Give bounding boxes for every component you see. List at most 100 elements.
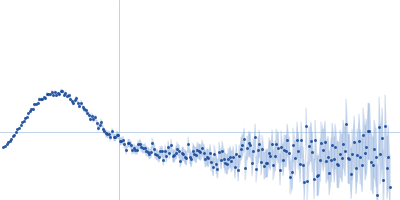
Point xyxy=(75,101,81,105)
Point xyxy=(298,139,304,142)
Point xyxy=(110,136,117,139)
Point xyxy=(282,149,289,153)
Point xyxy=(331,158,337,161)
Point xyxy=(44,92,50,95)
Point xyxy=(228,160,235,163)
Point xyxy=(162,150,168,153)
Point xyxy=(36,97,42,100)
Point xyxy=(290,144,297,147)
Point xyxy=(321,140,328,144)
Point xyxy=(151,147,157,150)
Point xyxy=(197,151,204,154)
Point xyxy=(188,158,194,161)
Point xyxy=(351,140,357,143)
Point xyxy=(137,142,143,145)
Point xyxy=(126,141,132,144)
Point xyxy=(247,144,253,147)
Point xyxy=(306,144,312,147)
Point xyxy=(222,162,228,165)
Point xyxy=(253,167,260,171)
Point xyxy=(335,163,342,166)
Point xyxy=(120,139,126,142)
Point xyxy=(86,113,92,116)
Point xyxy=(250,149,256,152)
Point xyxy=(121,142,128,145)
Point xyxy=(360,134,366,137)
Point xyxy=(324,156,331,159)
Point xyxy=(144,150,151,153)
Point xyxy=(349,153,356,156)
Point xyxy=(17,124,24,127)
Point xyxy=(371,147,377,150)
Point xyxy=(95,126,101,129)
Point xyxy=(11,133,18,137)
Point xyxy=(385,155,391,159)
Point xyxy=(39,98,46,101)
Point xyxy=(76,104,83,108)
Point xyxy=(168,144,174,147)
Point xyxy=(280,159,286,162)
Point xyxy=(379,137,385,140)
Point xyxy=(135,143,142,146)
Point xyxy=(238,147,244,150)
Point xyxy=(248,162,255,165)
Point xyxy=(372,156,379,159)
Point xyxy=(163,155,170,158)
Point xyxy=(129,148,135,152)
Point xyxy=(300,164,306,167)
Point xyxy=(180,153,186,156)
Point xyxy=(326,171,332,174)
Point xyxy=(171,154,177,157)
Point xyxy=(219,149,225,152)
Point xyxy=(296,163,303,166)
Point xyxy=(214,167,221,170)
Point xyxy=(192,153,199,157)
Point xyxy=(103,132,109,135)
Point xyxy=(64,94,70,97)
Point xyxy=(196,150,202,153)
Point xyxy=(190,149,196,152)
Point xyxy=(304,179,311,183)
Point xyxy=(303,125,309,128)
Point xyxy=(259,147,266,150)
Point xyxy=(281,148,287,152)
Point xyxy=(307,140,314,143)
Point xyxy=(158,150,165,153)
Point xyxy=(191,152,198,155)
Point xyxy=(245,142,252,145)
Point xyxy=(343,122,350,125)
Point xyxy=(310,177,317,180)
Point xyxy=(293,138,300,141)
Point xyxy=(204,155,210,159)
Point xyxy=(45,93,52,96)
Point xyxy=(286,152,292,155)
Point xyxy=(256,142,262,145)
Point xyxy=(40,96,47,99)
Point xyxy=(130,146,137,150)
Point xyxy=(65,94,72,97)
Point xyxy=(101,130,108,133)
Point xyxy=(230,155,236,158)
Point xyxy=(199,147,205,150)
Point xyxy=(213,162,219,166)
Point xyxy=(227,155,233,158)
Point xyxy=(16,126,22,129)
Point xyxy=(338,156,345,160)
Point xyxy=(284,138,290,141)
Point xyxy=(24,115,30,119)
Point xyxy=(231,166,238,169)
Point xyxy=(317,158,323,162)
Point xyxy=(155,155,162,158)
Point xyxy=(344,157,351,160)
Point xyxy=(386,185,393,188)
Point xyxy=(96,123,103,127)
Point xyxy=(160,158,166,161)
Point xyxy=(182,155,188,158)
Point xyxy=(289,170,295,173)
Point xyxy=(312,138,318,141)
Point xyxy=(157,150,163,153)
Point xyxy=(152,152,159,156)
Point xyxy=(309,151,315,154)
Point xyxy=(374,193,380,197)
Point xyxy=(14,128,21,131)
